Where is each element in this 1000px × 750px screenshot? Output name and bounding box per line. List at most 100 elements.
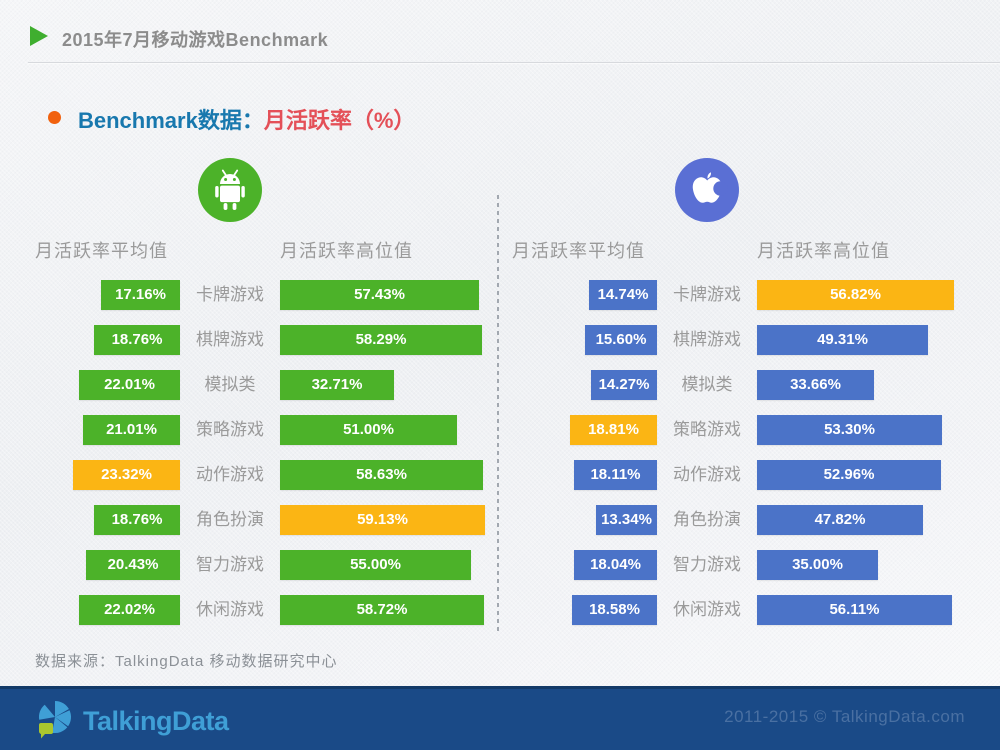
talkingdata-logo-icon [35,699,75,744]
chart-row: 18.58% 休闲游戏 56.11% [512,595,977,625]
avg-bar-cell: 18.76% [35,325,180,355]
avg-bar-cell: 18.04% [512,550,657,580]
play-triangle-icon [30,26,48,46]
high-bar-cell: 47.82% [757,505,977,535]
avg-bar-cell: 14.27% [512,370,657,400]
high-bar-cell: 49.31% [757,325,977,355]
chart-row: 14.27% 模拟类 33.66% [512,370,977,400]
category-label: 卡牌游戏 [673,285,741,304]
high-bar-cell: 57.43% [280,280,500,310]
page-title: 2015年7月移动游戏Benchmark [62,30,329,50]
avg-bar-cell: 22.01% [35,370,180,400]
avg-bar-cell: 18.76% [35,505,180,535]
chart-row: 20.43% 智力游戏 55.00% [35,550,500,580]
avg-bar: 18.76% [94,505,180,535]
category-label: 棋牌游戏 [673,330,741,349]
category-label: 模拟类 [204,375,256,394]
category-label: 模拟类 [681,375,733,394]
chart-row: 21.01% 策略游戏 51.00% [35,415,500,445]
category-label: 角色扮演 [196,510,264,529]
category-label: 策略游戏 [196,420,264,439]
category-label: 角色扮演 [673,510,741,529]
high-bar-cell: 56.82% [757,280,977,310]
avg-column-header: 月活跃率平均值 [35,241,168,261]
high-column-header: 月活跃率高位值 [757,241,890,261]
high-bar: 51.00% [280,415,457,445]
chart-row: 17.16% 卡牌游戏 57.43% [35,280,500,310]
chart-row: 22.01% 模拟类 32.71% [35,370,500,400]
category-label: 策略游戏 [673,420,741,439]
avg-bar-cell: 13.34% [512,505,657,535]
high-bar-cell: 58.29% [280,325,500,355]
high-bar-cell: 32.71% [280,370,500,400]
avg-bar: 18.81% [570,415,657,445]
avg-bar: 20.43% [86,550,180,580]
category-label: 棋牌游戏 [196,330,264,349]
avg-bar: 22.01% [79,370,180,400]
category-label: 智力游戏 [196,555,264,574]
avg-bar: 13.34% [596,505,657,535]
chart-row: 18.04% 智力游戏 35.00% [512,550,977,580]
high-column-header: 月活跃率高位值 [280,241,413,261]
chart-row: 22.02% 休闲游戏 58.72% [35,595,500,625]
avg-bar-cell: 20.43% [35,550,180,580]
section-title-metric: 月活跃率（%） [263,108,416,133]
avg-bar: 18.76% [94,325,180,355]
high-bar: 35.00% [757,550,878,580]
talkingdata-logo: TalkingData [35,699,229,744]
avg-bar-cell: 15.60% [512,325,657,355]
high-bar: 58.63% [280,460,483,490]
chart-row: 18.76% 棋牌游戏 58.29% [35,325,500,355]
avg-bar: 18.04% [574,550,657,580]
high-bar: 32.71% [280,370,394,400]
avg-bar: 22.02% [79,595,180,625]
high-bar: 47.82% [757,505,923,535]
apple-icon [675,158,739,222]
category-label: 休闲游戏 [673,600,741,619]
chart-row: 15.60% 棋牌游戏 49.31% [512,325,977,355]
avg-bar-cell: 18.81% [512,415,657,445]
avg-bar: 17.16% [101,280,180,310]
avg-column-header: 月活跃率平均值 [512,241,645,261]
chart-row: 18.76% 角色扮演 59.13% [35,505,500,535]
high-bar: 58.72% [280,595,484,625]
category-label: 休闲游戏 [196,600,264,619]
chart-row: 18.11% 动作游戏 52.96% [512,460,977,490]
high-bar: 49.31% [757,325,928,355]
high-bar: 56.82% [757,280,954,310]
chart-row: 13.34% 角色扮演 47.82% [512,505,977,535]
category-label: 智力游戏 [673,555,741,574]
high-bar-cell: 59.13% [280,505,500,535]
avg-bar-cell: 18.58% [512,595,657,625]
data-source: 数据来源：TalkingData 移动数据研究中心 [35,653,338,670]
chart-row: 23.32% 动作游戏 58.63% [35,460,500,490]
high-bar: 53.30% [757,415,942,445]
high-bar-cell: 33.66% [757,370,977,400]
avg-bar-cell: 23.32% [35,460,180,490]
category-label: 动作游戏 [196,465,264,484]
high-bar: 58.29% [280,325,482,355]
talkingdata-logo-text: TalkingData [83,706,229,736]
copyright: 2011-2015 © TalkingData.com [724,707,965,726]
bullet-icon [48,111,61,124]
high-bar-cell: 35.00% [757,550,977,580]
avg-bar-cell: 22.02% [35,595,180,625]
chart-row: 14.74% 卡牌游戏 56.82% [512,280,977,310]
avg-bar: 21.01% [83,415,180,445]
high-bar: 33.66% [757,370,874,400]
platform-panel-apple: 月活跃率平均值 月活跃率高位值 14.74% 卡牌游戏 56.82% 15.60% 棋牌游戏… [512,155,977,635]
header-divider [28,62,1000,63]
avg-bar: 15.60% [585,325,657,355]
high-bar-cell: 58.63% [280,460,500,490]
avg-bar-cell: 18.11% [512,460,657,490]
category-label: 动作游戏 [673,465,741,484]
section-title-lead: Benchmark数据： [78,108,264,133]
high-bar: 59.13% [280,505,485,535]
high-bar-cell: 58.72% [280,595,500,625]
panel-divider [497,195,499,635]
avg-bar-cell: 21.01% [35,415,180,445]
avg-bar-cell: 17.16% [35,280,180,310]
avg-bar-cell: 14.74% [512,280,657,310]
high-bar-cell: 51.00% [280,415,500,445]
